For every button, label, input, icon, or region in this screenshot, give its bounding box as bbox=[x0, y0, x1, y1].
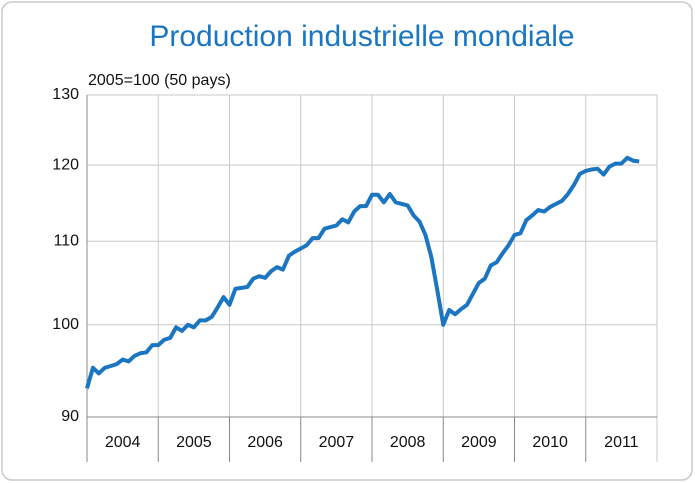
y-tick-label: 130 bbox=[52, 86, 79, 103]
x-tick-label: 2005 bbox=[176, 434, 212, 451]
x-tick-label: 2008 bbox=[390, 434, 426, 451]
x-tick-label: 2010 bbox=[532, 434, 568, 451]
chart-title: Production industrielle mondiale bbox=[149, 20, 574, 53]
x-tick-label: 2006 bbox=[247, 434, 283, 451]
x-tick-label: 2011 bbox=[604, 434, 639, 451]
chart-subtitle: 2005=100 (50 pays) bbox=[88, 72, 231, 89]
x-tick-label: 2007 bbox=[319, 434, 355, 451]
y-tick-label: 110 bbox=[53, 233, 79, 250]
y-tick-label: 100 bbox=[52, 316, 79, 333]
data-line bbox=[85, 155, 640, 389]
y-tick-label: 90 bbox=[61, 408, 79, 425]
y-tick-label: 120 bbox=[52, 156, 79, 173]
x-tick-label: 2009 bbox=[461, 434, 497, 451]
x-tick-label: 2004 bbox=[105, 434, 141, 451]
